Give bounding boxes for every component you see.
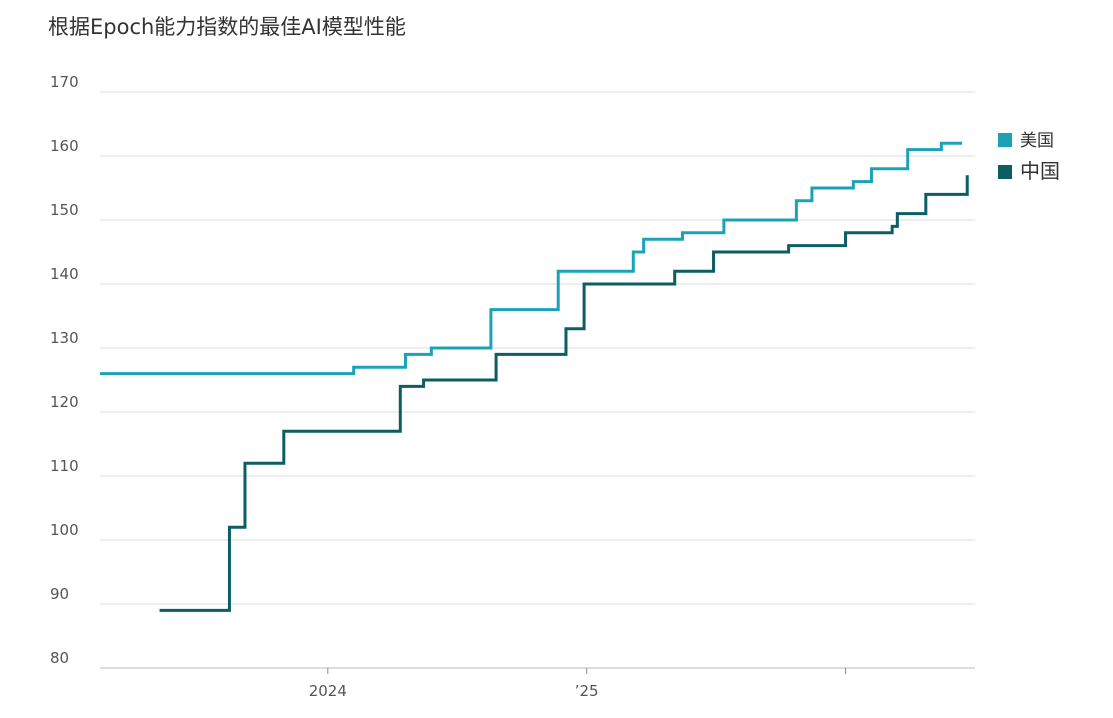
- y-tick-label: 160: [50, 137, 79, 155]
- y-tick-label: 150: [50, 201, 79, 219]
- chart-title: 根据Epoch能力指数的最佳AI模型性能: [48, 15, 406, 39]
- x-tick-label: 2024: [309, 682, 347, 700]
- y-tick-label: 90: [50, 585, 69, 603]
- legend-swatch: [998, 133, 1012, 147]
- x-tick-label: ’25: [575, 682, 599, 700]
- series-line: [100, 141, 963, 376]
- legend-swatch: [998, 165, 1012, 179]
- y-tick-label: 100: [50, 521, 79, 539]
- y-tick-label: 80: [50, 649, 69, 667]
- y-tick-label: 120: [50, 393, 79, 411]
- y-tick-label: 130: [50, 329, 79, 347]
- y-tick-label: 140: [50, 265, 79, 283]
- legend-label: 中国: [1020, 159, 1060, 183]
- y-tick-label: 170: [50, 73, 79, 91]
- legend-label: 美国: [1020, 131, 1054, 151]
- y-tick-label: 110: [50, 457, 79, 475]
- series-line: [159, 175, 969, 612]
